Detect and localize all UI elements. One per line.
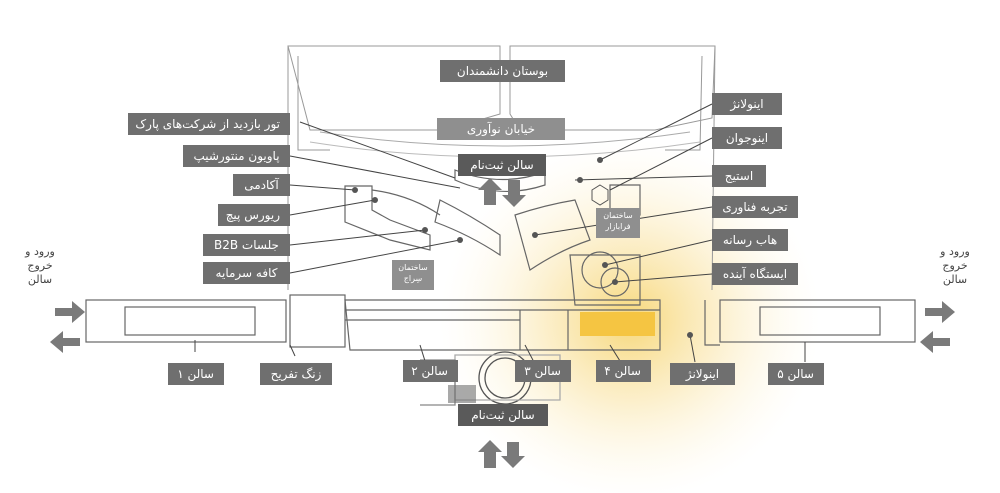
label-mentorship-pavilion[interactable]: پاویون منتورشیپ <box>183 145 290 167</box>
hall5-bar <box>719 299 916 343</box>
hall4-highlight <box>580 312 655 336</box>
hex-marker <box>591 184 609 206</box>
right-entry-arrows <box>920 301 955 353</box>
label-company-tour[interactable]: تور بازدید از شرکت‌های پارک <box>128 113 290 135</box>
label-hall5[interactable]: سالن ۵ <box>768 363 824 385</box>
label-science-park[interactable]: بوستان دانشمندان <box>440 60 565 82</box>
label-media-hub[interactable]: هاب رسانه <box>712 229 788 251</box>
label-hall3[interactable]: سالن ۳ <box>515 360 571 382</box>
label-investment-cafe[interactable]: کافه سرمایه <box>203 262 290 284</box>
label-building-serah: ساختمان سِراج <box>392 260 434 290</box>
label-entry-left: ورود و خروج سالن <box>25 245 55 286</box>
label-registration-top[interactable]: سالن ثبت‌نام <box>458 154 546 176</box>
label-inno-youth[interactable]: اینوجوان <box>712 127 782 149</box>
label-future-station[interactable]: ایستگاه آینده <box>712 263 798 285</box>
b2b-building <box>434 199 501 257</box>
label-tech-experience[interactable]: تجربه فناوری <box>712 196 798 218</box>
stage-building <box>514 199 591 271</box>
hall1-bar <box>85 299 287 343</box>
left-entry-arrows <box>50 301 85 353</box>
label-registration-bottom[interactable]: سالن ثبت‌نام <box>458 404 548 426</box>
label-reverse-pitch[interactable]: ریورس پیچ <box>218 204 290 226</box>
academy-building <box>344 185 431 251</box>
main-hall-block <box>344 299 661 351</box>
label-academy[interactable]: آکادمی <box>233 174 290 196</box>
registration-bottom-arrows <box>478 440 525 468</box>
label-break-time[interactable]: زنگ تفریح <box>260 363 332 385</box>
label-innovation-street[interactable]: خیابان نوآوری <box>437 118 565 140</box>
label-hall2[interactable]: سالن ۲ <box>403 360 458 382</box>
label-building-farabazar: ساختمان فرابازار <box>596 208 640 238</box>
label-innolands-bottom[interactable]: اینولانژ <box>670 363 735 385</box>
label-b2b-sessions[interactable]: جلسات B2B <box>203 234 290 256</box>
label-entry-right: ورود و خروج سالن <box>940 245 970 286</box>
registration-top-arrows <box>478 178 526 207</box>
label-hall1[interactable]: سالن ۱ <box>168 363 224 385</box>
label-stage[interactable]: استیج <box>712 165 766 187</box>
label-innolands-top[interactable]: اینولانژ <box>712 93 782 115</box>
label-hall4[interactable]: سالن ۴ <box>596 360 651 382</box>
media-hub-round <box>581 251 619 289</box>
